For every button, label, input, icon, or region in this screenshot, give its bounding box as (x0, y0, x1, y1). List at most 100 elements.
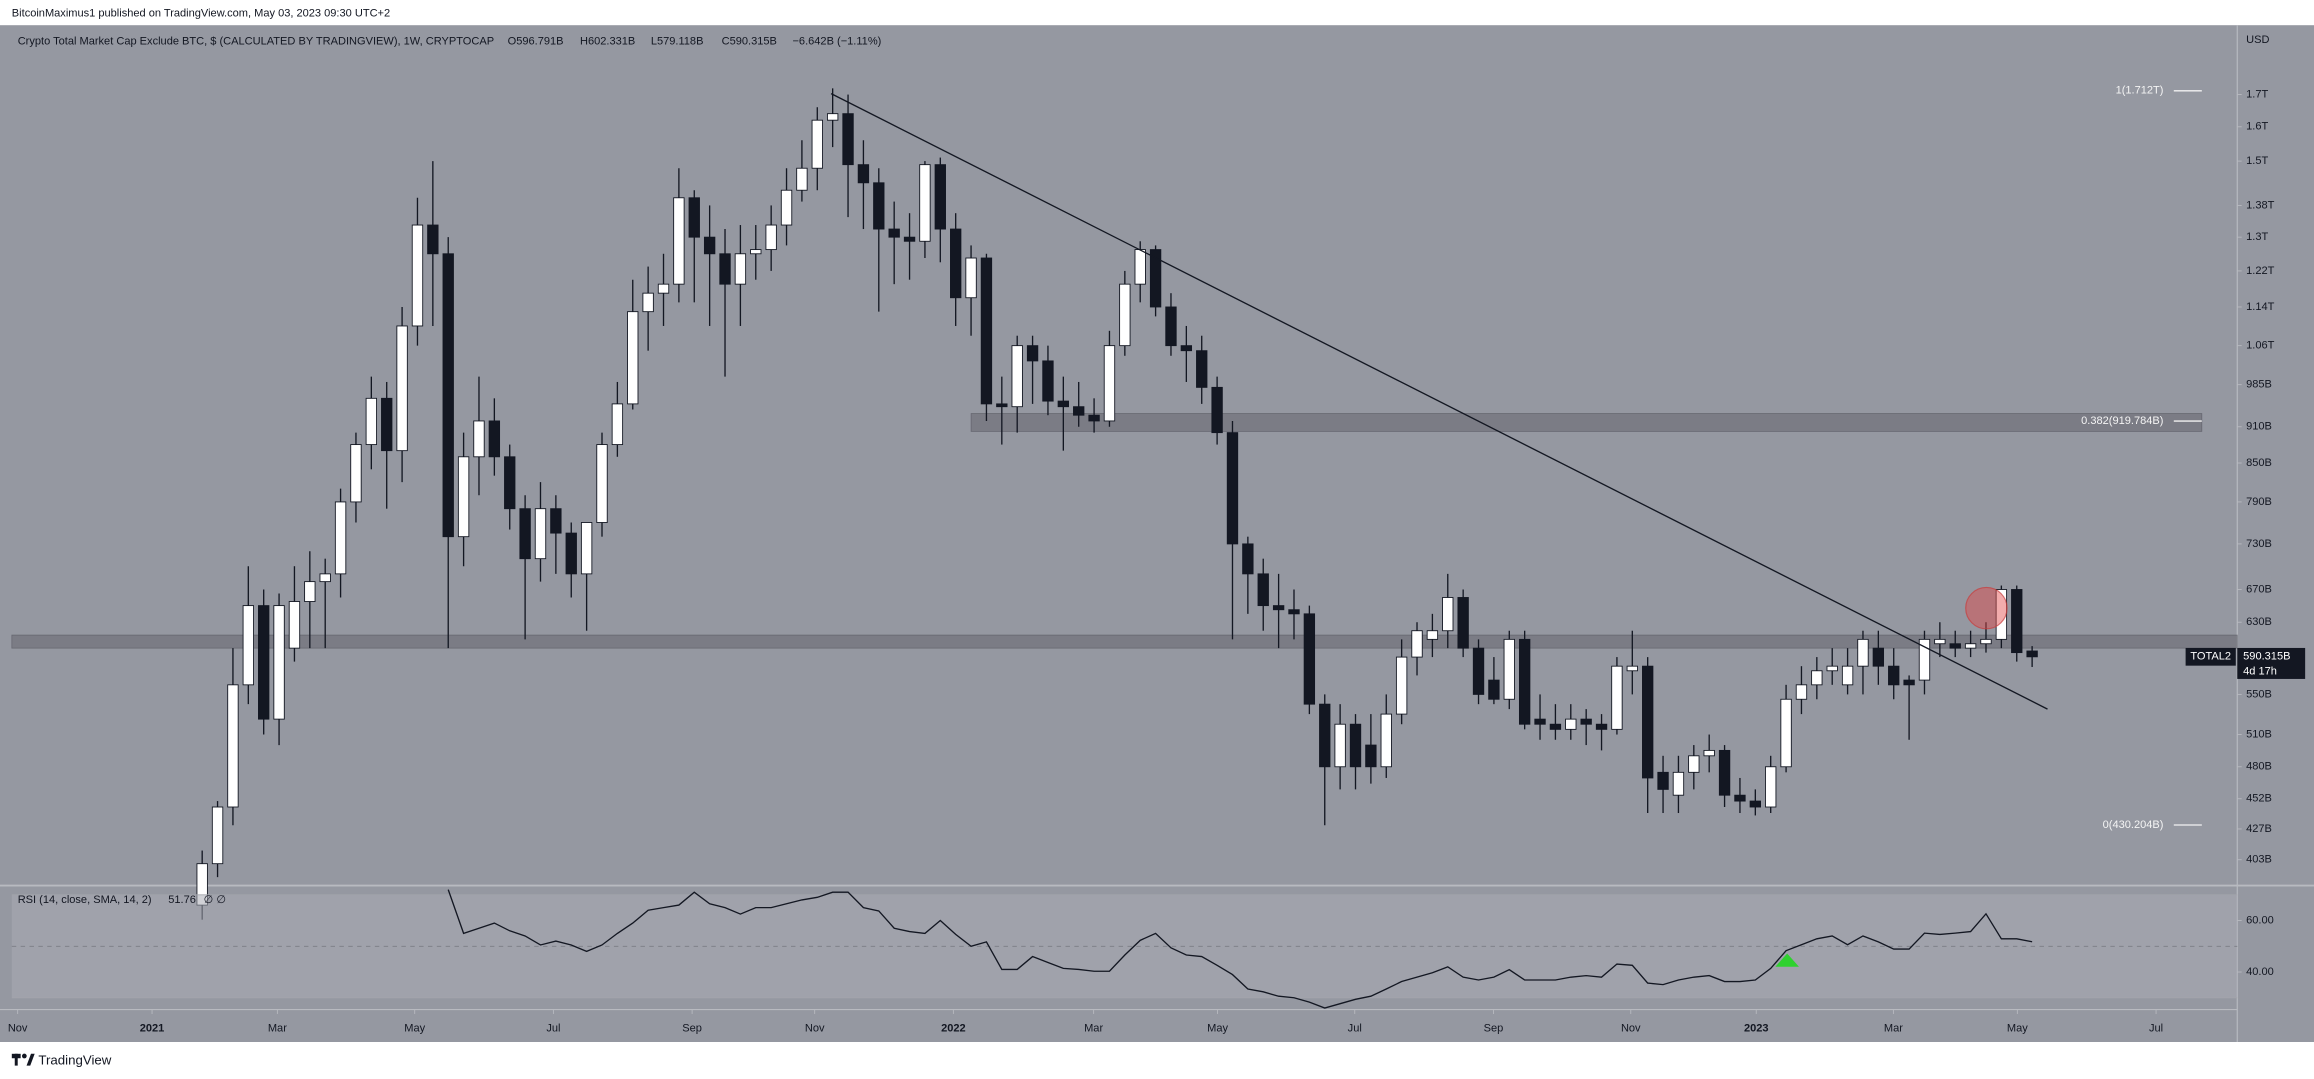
candle-body (1319, 703, 1331, 768)
candle-body (1642, 665, 1654, 779)
candle-body (796, 167, 808, 191)
candle-body (1626, 665, 1638, 672)
candle-body (1165, 306, 1177, 347)
candle-body (965, 257, 977, 299)
candle-body (857, 164, 870, 184)
y-tick-label: 550B (2246, 688, 2272, 700)
candle-body (504, 456, 516, 510)
candle-body (1196, 350, 1208, 388)
candle-body (1503, 638, 1515, 700)
publisher-line: BitcoinMaximus1 published on TradingView… (12, 7, 390, 19)
zone (970, 413, 2203, 432)
x-tick-label: 2021 (140, 1023, 165, 1035)
candle-body (1042, 360, 1054, 402)
currency-label: USD (2246, 34, 2269, 46)
candle-body (1841, 665, 1854, 686)
candle-body (1488, 679, 1500, 700)
candle-body (657, 283, 670, 294)
candle-body (1026, 345, 1039, 362)
candle-body (980, 257, 993, 405)
candle-body (365, 397, 378, 446)
candle-body (288, 601, 301, 649)
candle-body (950, 228, 962, 299)
x-tick-label: Sep (682, 1023, 702, 1035)
candle-body (1457, 597, 1469, 649)
candle-body (842, 113, 854, 166)
ohlc-high: H602.331B (580, 35, 635, 47)
candle-body (550, 508, 562, 534)
y-tick-label: 850B (2246, 457, 2272, 469)
logo-dot (21, 1053, 27, 1059)
candle-body (780, 189, 793, 226)
candle-body (1980, 638, 1992, 645)
candle-body (903, 236, 916, 242)
footer-logo (11, 1053, 35, 1066)
candle-body (534, 508, 547, 560)
candle-body (673, 197, 685, 285)
fib-label: 0.382(919.784B) (2081, 415, 2163, 427)
candle-body (1811, 670, 1823, 686)
candle-body (765, 224, 777, 251)
candle-body (1688, 755, 1700, 773)
fib-label: 1(1.712T) (2116, 85, 2164, 97)
chart-background (0, 25, 2314, 1042)
y-tick-label: 1.7T (2246, 88, 2268, 100)
symbol-tag (2185, 647, 2236, 666)
candle-body (596, 444, 608, 523)
candle-body (519, 508, 531, 560)
y-tick-label: 1.14T (2246, 301, 2275, 313)
rsi-tick-label: 60.00 (2246, 914, 2274, 926)
logo-stem (14, 1053, 18, 1066)
price-label: 590.315B (2243, 651, 2290, 663)
candle-body (1734, 794, 1746, 802)
candle-body (580, 522, 593, 575)
candle-body (488, 420, 501, 458)
candle-body (1595, 723, 1608, 730)
candle-body (1857, 638, 1869, 667)
candle-body (442, 253, 454, 538)
candle-body (1765, 766, 1777, 808)
candle-body (258, 605, 270, 720)
x-tick-label: Nov (8, 1023, 28, 1035)
candle-body (319, 573, 331, 583)
candle-body (611, 403, 624, 446)
y-tick-label: 403B (2246, 854, 2272, 866)
rsi-title: RSI (14, close, SMA, 14, 2) (18, 894, 152, 906)
y-tick-label: 630B (2246, 616, 2272, 628)
x-tick-label: Jul (546, 1023, 560, 1035)
x-tick-label: Sep (1484, 1023, 1504, 1035)
candle-body (427, 224, 439, 255)
y-tick-label: 910B (2246, 421, 2272, 433)
candle-body (211, 806, 224, 865)
plot-layer: 403B 427B 452B 480B 510B 550B 630B 670B 730B 790B… (8, 85, 2306, 1035)
candle-body (1303, 613, 1316, 705)
rsi-band (11, 894, 2238, 998)
candle-body (1211, 386, 1223, 434)
y-tick-label: 1.6T (2246, 121, 2268, 133)
price-tag (2237, 647, 2306, 679)
candle-body (334, 501, 347, 575)
candle-body (1549, 723, 1562, 730)
candle-body (1780, 698, 1792, 768)
x-tick-label: May (404, 1023, 425, 1035)
logo-slash (26, 1053, 35, 1066)
candle-body (1103, 345, 1116, 422)
y-tick-label: 510B (2246, 728, 2272, 740)
candle-body (826, 113, 839, 121)
trendline (830, 93, 2048, 710)
candle-body (1288, 609, 1300, 615)
y-tick-label: 1.5T (2246, 155, 2268, 167)
chart-title: Crypto Total Market Cap Exclude BTC, $ (… (18, 35, 494, 47)
symbol-label: TOTAL2 (2190, 651, 2231, 663)
candle-body (919, 164, 931, 242)
candle-body (1703, 749, 1715, 757)
candle-body (1088, 414, 1100, 422)
candle-body (734, 253, 747, 285)
footer-brand: TradingView (38, 1053, 111, 1068)
ohlc-close: C590.315B (722, 35, 777, 47)
countdown-label: 4d 17h (2243, 665, 2277, 677)
candle-body (1442, 597, 1454, 632)
candle-body (1272, 605, 1285, 611)
